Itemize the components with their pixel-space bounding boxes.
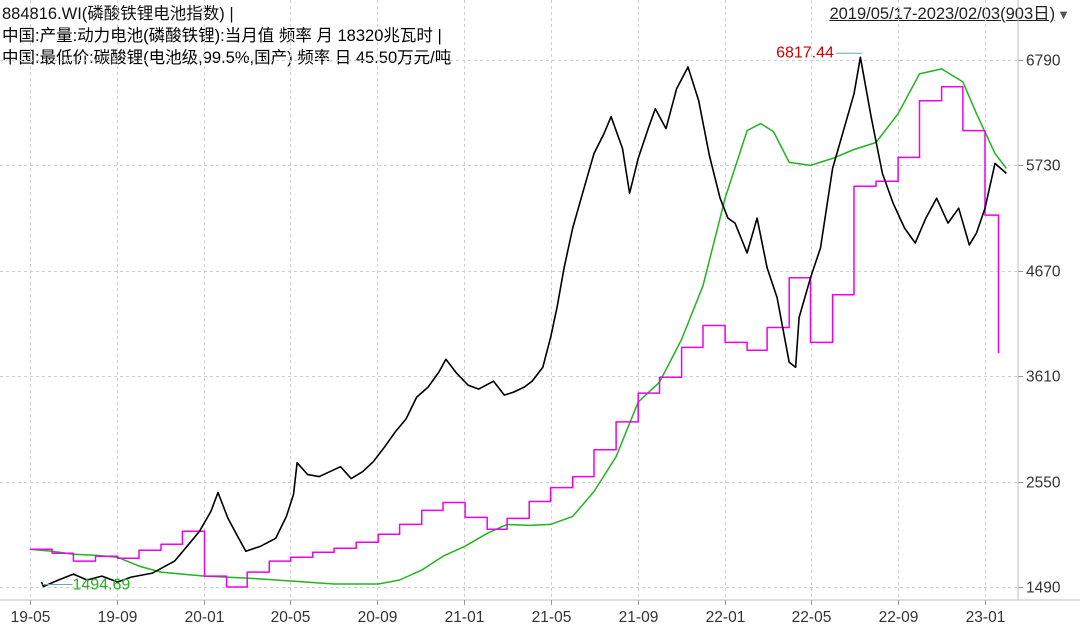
y-tick-label: 3610 [1026,369,1061,386]
series-label-production: 中国:产量:动力电池(磷酸铁锂):当月值 频率 月 18320兆瓦时 | [2,27,442,45]
y-tick-label: 6790 [1026,53,1061,70]
x-tick-label: 20-05 [271,609,311,626]
series-line-production [30,86,1000,588]
triangle-down-icon[interactable]: ▼ [1057,7,1070,22]
series-line-index [40,56,1007,588]
series-layer [29,56,1007,588]
y-tick-label: 4670 [1026,264,1061,281]
y-tick-label: 5730 [1026,158,1061,175]
x-tick-label: 23-01 [966,609,1006,626]
x-tick-label: 19-05 [11,609,51,626]
x-tick-label: 21-05 [532,609,572,626]
y-tick-label: 2550 [1026,475,1061,492]
date-range-selector[interactable]: 2019/05/17-2023/02/03(903日) ▼ [829,3,1070,26]
x-tick-label: 20-09 [358,609,398,626]
x-tick-label: 21-09 [619,609,659,626]
min-value-label: 1494.69 [72,577,130,594]
series-line-lithium [29,68,1007,585]
x-tick-label: 19-09 [98,609,138,626]
y-axis: 1490 2550 3610 4670 5730 6790 [1017,0,1061,600]
y-tick-label: 1490 [1026,580,1061,597]
date-range-label[interactable]: 2019/05/17-2023/02/03(903日) [829,5,1056,23]
annotations: 6817.44 1494.69 [42,44,862,594]
series-label-lithium: 中国:最低价:碳酸锂(电池级,99.5%,国产) 频率 日 45.50万元/吨 [2,49,452,67]
grid-lines [0,0,1018,600]
x-tick-label: 22-05 [792,609,832,626]
x-tick-label: 21-01 [445,609,485,626]
x-axis: 19-05 19-09 20-01 20-05 20-09 21-01 21-05 21-09… [0,599,1080,626]
x-tick-label: 22-09 [879,609,919,626]
x-tick-label: 22-01 [706,609,746,626]
x-tick-label: 20-01 [185,609,225,626]
max-value-label: 6817.44 [776,44,834,61]
